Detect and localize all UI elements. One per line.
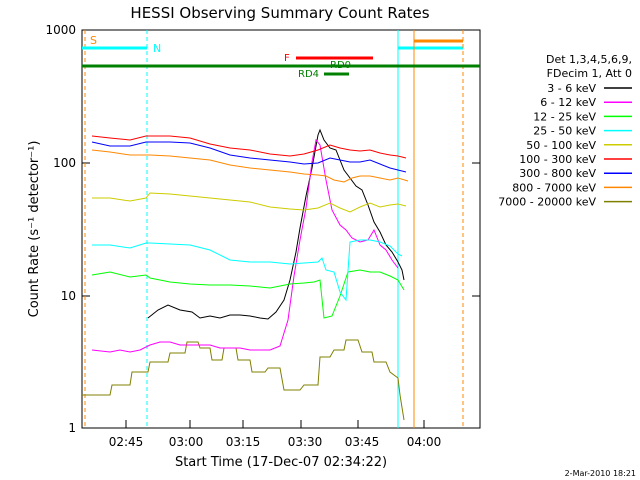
y-tick-label: 100 <box>53 156 76 170</box>
footer-timestamp: 2-Mar-2010 18:21 <box>565 469 636 478</box>
y-tick-label: 1000 <box>45 23 76 37</box>
legend-label: 300 - 800 keV <box>519 167 596 180</box>
legend-label: 12 - 25 keV <box>533 110 596 123</box>
legend-label: 100 - 300 keV <box>519 153 596 166</box>
y-tick-label: 10 <box>61 289 76 303</box>
x-axis: 02:45 03:00 03:15 03:30 03:45 04:00 Star… <box>109 420 442 470</box>
x-axis-label: Start Time (17-Dec-07 02:34:22) <box>175 455 387 470</box>
legend: Det 1,3,4,5,6,9, FDecim 1, Att 0 3 - 6 k… <box>498 53 632 209</box>
series-300-800 <box>91 141 407 173</box>
f-label: F <box>284 53 290 64</box>
series-800-7000 <box>91 149 409 183</box>
legend-label: 25 - 50 keV <box>533 125 596 138</box>
y-axis-label: Count Rate (s⁻¹ detector⁻¹) <box>27 141 42 318</box>
plot-frame <box>81 29 481 429</box>
rd4-label: RD4 <box>298 69 319 80</box>
plot-area <box>81 29 481 429</box>
legend-header: Det 1,3,4,5,6,9, <box>546 53 632 66</box>
observing-markers: S N F RD0 RD4 <box>82 30 480 428</box>
x-tick-label: 04:00 <box>407 435 442 449</box>
legend-label: 50 - 100 keV <box>526 139 596 152</box>
y-axis: 1 10 100 1000 Count Rate (s⁻¹ detector⁻¹… <box>27 23 480 435</box>
legend-label: 7000 - 20000 keV <box>498 196 596 209</box>
legend-label: 6 - 12 keV <box>540 96 596 109</box>
chart-title: HESSI Observing Summary Count Rates <box>130 4 429 22</box>
series-50-100 <box>92 192 407 213</box>
series-12-25 <box>91 269 405 319</box>
s-marker-label: S <box>90 34 97 47</box>
x-tick-label: 03:00 <box>169 435 204 449</box>
legend-header: FDecim 1, Att 0 <box>547 67 632 80</box>
n-marker-label: N <box>153 42 161 55</box>
x-tick-label: 03:15 <box>226 435 261 449</box>
legend-label: 800 - 7000 keV <box>512 181 596 194</box>
y-tick-label: 1 <box>68 421 76 435</box>
x-tick-label: 03:30 <box>288 435 323 449</box>
series-layer <box>82 128 409 421</box>
legend-label: 3 - 6 keV <box>547 82 596 95</box>
series-100-300 <box>91 135 407 159</box>
series-25-50 <box>92 239 403 302</box>
series-6-12 <box>91 138 399 353</box>
x-tick-label: 02:45 <box>109 435 144 449</box>
rd0-label: RD0 <box>330 60 351 71</box>
series-7000-20000 <box>82 339 405 421</box>
x-tick-label: 03:45 <box>345 435 380 449</box>
